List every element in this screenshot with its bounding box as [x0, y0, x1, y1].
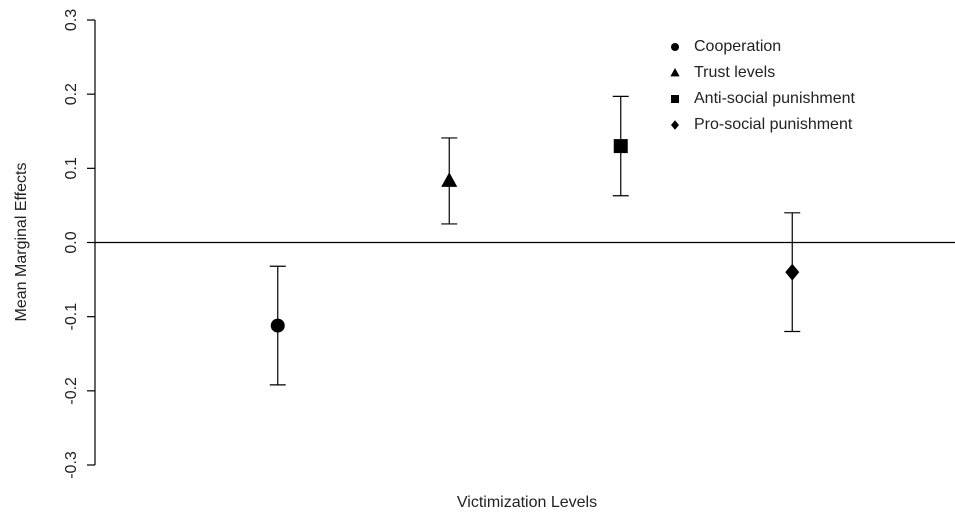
- x-axis-label: Victimization Levels: [457, 494, 597, 511]
- legend-marker: [671, 43, 679, 51]
- legend-marker: [670, 68, 680, 77]
- point: [270, 318, 285, 333]
- y-tick-label: -0.1: [63, 303, 80, 331]
- y-tick-label: -0.3: [63, 451, 80, 479]
- legend-marker: [671, 120, 679, 130]
- y-tick-label: 0.3: [63, 9, 80, 31]
- legend-label: Trust levels: [694, 64, 775, 81]
- y-tick-label: 0.0: [63, 231, 80, 253]
- point: [613, 139, 628, 154]
- legend-label: Cooperation: [694, 38, 781, 55]
- point: [441, 172, 458, 187]
- y-tick-label: 0.2: [63, 83, 80, 105]
- legend-label: Anti-social punishment: [694, 90, 856, 107]
- y-tick-label: 0.1: [63, 157, 80, 179]
- point: [785, 263, 800, 281]
- legend-label: Pro-social punishment: [694, 116, 853, 133]
- legend-marker: [671, 95, 679, 103]
- y-axis-label: Mean Marginal Effects: [13, 163, 30, 322]
- y-tick-label: -0.2: [63, 377, 80, 405]
